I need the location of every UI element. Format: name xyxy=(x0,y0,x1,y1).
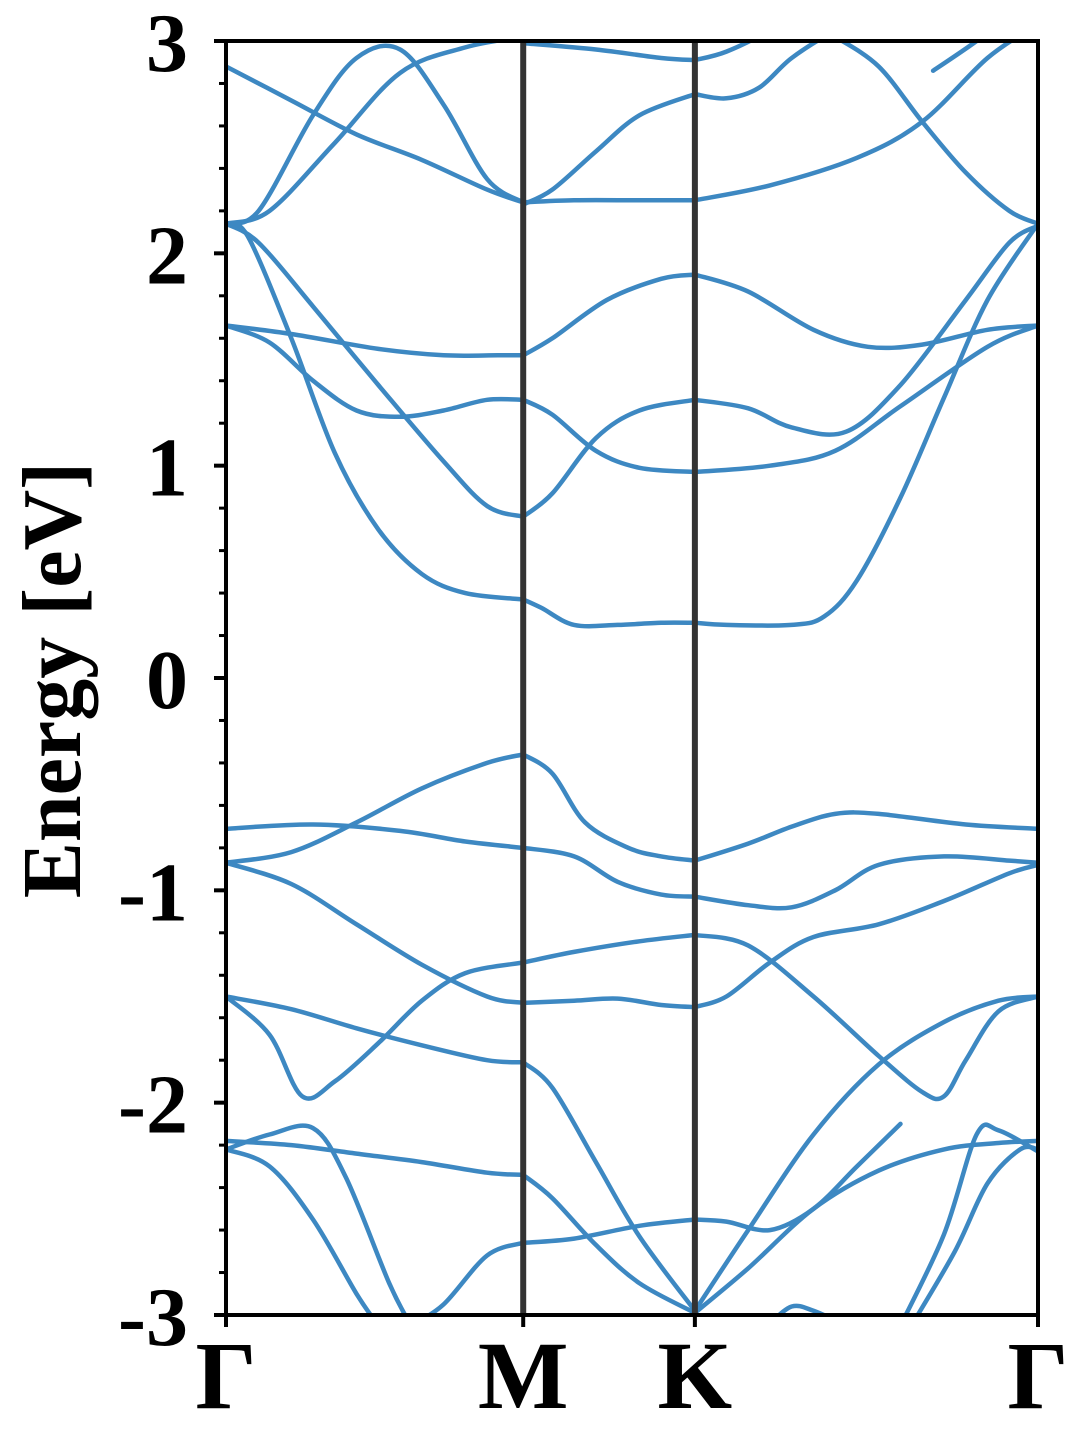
band-line-2 xyxy=(520,272,698,358)
x-tick-label: Γ xyxy=(195,1322,256,1429)
band-line-28 xyxy=(520,752,698,863)
band-line-5 xyxy=(520,397,698,475)
band-line-35 xyxy=(692,932,1038,1102)
plot-frame xyxy=(224,39,1040,1317)
band-line-32 xyxy=(692,862,1038,1010)
y-tick-label: -3 xyxy=(118,1271,188,1364)
y-tick-label: -1 xyxy=(118,846,188,939)
band-line-8 xyxy=(520,397,698,519)
band-line-16 xyxy=(520,197,698,205)
band-line-43 xyxy=(226,1147,374,1315)
x-tick-label: K xyxy=(658,1322,733,1429)
band-line-11 xyxy=(520,597,698,629)
band-line-20 xyxy=(520,41,698,63)
x-tick-label: Γ xyxy=(1007,1322,1068,1429)
y-axis-ticks: 3 2 1 0 -1 -2 -3 xyxy=(118,0,226,1364)
band-line-29 xyxy=(692,810,1038,863)
y-tick-label: 2 xyxy=(146,209,188,302)
band-line-42 xyxy=(226,1123,408,1315)
band-line-15 xyxy=(226,64,526,205)
band-line-13 xyxy=(226,43,526,226)
y-tick-label: 0 xyxy=(146,634,188,727)
band-line-19 xyxy=(692,41,822,101)
band-line-14 xyxy=(226,41,511,226)
y-axis-label: Energy [eV] xyxy=(6,462,99,898)
band-line-44 xyxy=(425,1240,526,1315)
band-line-22 xyxy=(837,41,1038,226)
band-line-27 xyxy=(226,752,526,865)
band-line-49 xyxy=(915,1144,1038,1315)
band-line-12 xyxy=(692,221,1038,628)
band-line-30 xyxy=(226,860,526,1006)
band-line-45 xyxy=(520,1217,698,1246)
band-line-36 xyxy=(226,994,526,1065)
band-line-6 xyxy=(692,323,1038,475)
x-tick-label: M xyxy=(478,1322,569,1429)
band-line-37 xyxy=(520,1060,698,1314)
band-line-1 xyxy=(226,323,526,358)
band-line-38 xyxy=(692,994,1038,1314)
band-line-9 xyxy=(692,223,1038,437)
band-line-40 xyxy=(520,1172,698,1315)
band-line-17 xyxy=(692,41,1015,203)
band-line-21 xyxy=(692,41,755,63)
band-line-41 xyxy=(692,1138,1038,1315)
band-line-4 xyxy=(226,323,526,420)
band-line-46 xyxy=(692,1121,903,1233)
band-lines xyxy=(226,41,1038,1315)
y-tick-label: 3 xyxy=(146,0,188,90)
band-line-18 xyxy=(520,91,698,207)
y-tick-label: -2 xyxy=(118,1059,188,1152)
band-line-31 xyxy=(520,996,698,1010)
band-line-24 xyxy=(226,822,526,851)
y-tick-label: 1 xyxy=(146,422,188,515)
band-line-25 xyxy=(520,845,698,899)
band-line-48 xyxy=(903,1122,1038,1315)
band-line-23 xyxy=(930,41,981,73)
band-line-26 xyxy=(692,854,1038,911)
band-line-33 xyxy=(226,960,526,1101)
band-line-39 xyxy=(226,1138,526,1178)
band-line-3 xyxy=(692,272,1038,351)
band-line-34 xyxy=(520,932,698,965)
band-line-7 xyxy=(226,221,526,519)
band-line-10 xyxy=(226,221,526,602)
high-symmetry-dividers xyxy=(520,41,698,1315)
